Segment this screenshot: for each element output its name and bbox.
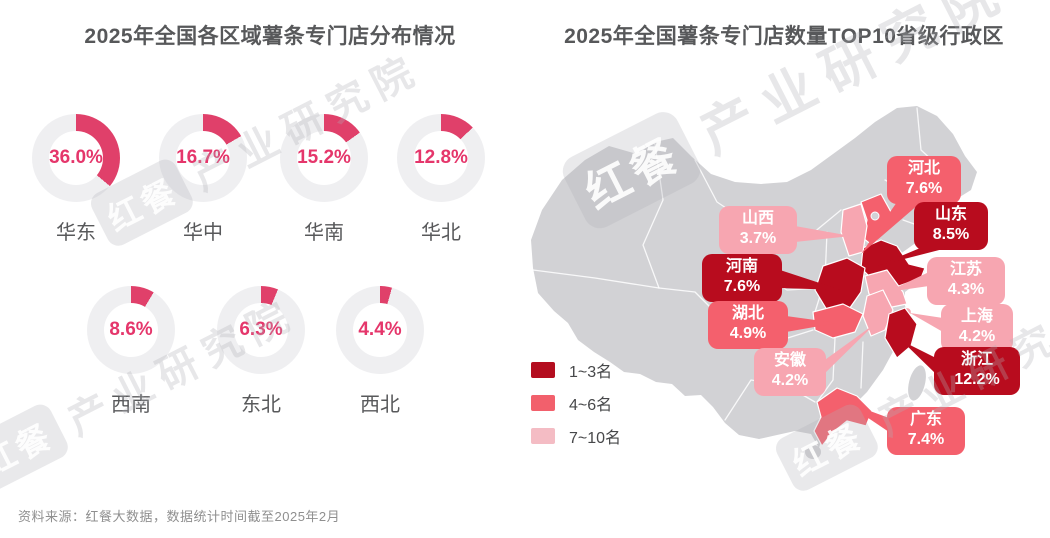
donut-value: 8.6%	[109, 319, 153, 340]
map-legend: 1~3名 4~6名 7~10名	[531, 358, 621, 457]
callout-province-name: 河北	[907, 160, 940, 177]
jiangsu-callout-tail	[887, 272, 929, 292]
shandong-callout-tail	[877, 246, 947, 266]
callout-province-value: 4.9%	[729, 325, 767, 342]
callout-province-name: 河南	[725, 258, 758, 275]
callout-4: 河南 7.6%	[702, 254, 782, 302]
legend-label: 7~10名	[569, 430, 622, 447]
anhui-callout-tail	[822, 323, 876, 376]
donut-hole	[176, 131, 230, 185]
donut-value: 15.2%	[297, 147, 351, 168]
callout-province-value: 7.6%	[905, 180, 943, 197]
province-anhui-shape	[862, 289, 894, 337]
donut-value: 6.3%	[239, 319, 283, 340]
shanghai-callout-tail	[910, 313, 943, 332]
hubei-callout-tail	[786, 316, 837, 332]
legend-item-1: 1~3名	[531, 358, 621, 382]
donut-ring: 12.8%	[397, 114, 485, 202]
region-donut-4: 12.8% 华北	[386, 114, 496, 245]
callout-province-value: 3.7%	[739, 230, 777, 247]
province-guangdong-shape	[813, 387, 873, 447]
legend-label: 4~6名	[569, 397, 613, 414]
callout-province-value: 4.2%	[771, 372, 809, 389]
donut-hole	[414, 131, 468, 185]
guangdong-callout-tail	[843, 401, 889, 432]
zhejiang-callout-tail	[902, 341, 936, 374]
legend-swatch	[531, 362, 555, 378]
donut-hole	[234, 303, 288, 357]
legend-item-3: 7~10名	[531, 424, 621, 448]
region-donut-2: 16.7% 华中	[148, 114, 258, 245]
region-label: 西南	[111, 394, 151, 416]
callout-province-name: 山西	[741, 210, 774, 227]
callout-province-name: 湖北	[731, 305, 764, 322]
legend-item-2: 4~6名	[531, 391, 621, 415]
china-map-panel: 河北 7.6% 山东 8.5% 山西 3.7% 河南 7.6% 江苏 4.3% 湖北 4.9% 上海 4.…	[525, 80, 1050, 520]
legend-swatch	[531, 395, 555, 411]
region-donut-3: 15.2% 华南	[269, 114, 379, 245]
source-note: 资料来源：红餐大数据，数据统计时间截至2025年2月	[18, 509, 341, 524]
callout-tails	[780, 202, 947, 432]
donut-ring: 6.3%	[217, 286, 305, 374]
callout-3: 山西 3.7%	[719, 206, 797, 254]
donut-ring: 15.2%	[280, 114, 368, 202]
donut-value: 16.7%	[176, 147, 230, 168]
donut-hole	[297, 131, 351, 185]
callout-province-name: 江苏	[949, 261, 982, 278]
legend-label: 1~3名	[569, 364, 613, 381]
callout-province-value: 8.5%	[932, 226, 970, 243]
callout-province-value: 7.4%	[907, 431, 945, 448]
region-donut-1: 36.0% 华东	[21, 114, 131, 245]
legend-swatch	[531, 428, 555, 444]
callout-province-name: 山东	[934, 206, 967, 223]
region-label: 华中	[183, 222, 223, 244]
callout-province-name: 安徽	[773, 352, 806, 369]
donut-hole	[49, 131, 103, 185]
callout-province-name: 上海	[960, 308, 993, 325]
donut-ring: 4.4%	[336, 286, 424, 374]
left-chart-title: 2025年全国各区域薯条专门店分布情况	[84, 25, 456, 48]
donut-value: 36.0%	[49, 147, 103, 168]
region-donut-5: 8.6% 西南	[76, 286, 186, 417]
callout-province-value: 12.2%	[954, 371, 1000, 388]
callout-province-name: 广东	[909, 411, 942, 428]
callout-8: 安徽 4.2%	[754, 348, 826, 396]
taiwan-island	[908, 365, 926, 401]
hainan-island	[805, 445, 821, 459]
callout-province-value: 4.3%	[947, 281, 985, 298]
right-chart-title: 2025年全国薯条专门店数量TOP10省级行政区	[564, 25, 1004, 48]
hebei-callout-tail	[861, 202, 919, 254]
region-donut-7: 4.4% 西北	[325, 286, 435, 417]
region-label: 华北	[421, 222, 461, 244]
region-donut-6: 6.3% 东北	[206, 286, 316, 417]
callout-province-value: 4.2%	[958, 328, 996, 345]
donut-hole	[353, 303, 407, 357]
province-hubei-shape	[812, 303, 864, 339]
callout-5: 江苏 4.3%	[927, 257, 1005, 305]
callout-10: 广东 7.4%	[887, 407, 965, 455]
donut-ring: 36.0%	[32, 114, 120, 202]
donut-hole	[104, 303, 158, 357]
donut-value: 12.8%	[414, 147, 468, 168]
callout-9: 浙江 12.2%	[934, 347, 1020, 395]
callout-7: 上海 4.2%	[941, 304, 1013, 352]
watermark-logo: 红餐	[0, 400, 72, 495]
donut-ring: 16.7%	[159, 114, 247, 202]
region-label: 华南	[304, 222, 344, 244]
region-label: 西北	[360, 394, 400, 416]
donut-ring: 8.6%	[87, 286, 175, 374]
callout-province-value: 7.6%	[723, 278, 761, 295]
callout-province-name: 浙江	[960, 351, 993, 368]
henan-callout-tail	[780, 270, 841, 290]
callout-1: 河北 7.6%	[887, 156, 961, 204]
region-label: 华东	[56, 222, 96, 244]
region-label: 东北	[241, 394, 281, 416]
beijing-enclave	[870, 211, 880, 221]
callout-6: 湖北 4.9%	[708, 301, 788, 349]
province-henan-shape	[814, 257, 866, 313]
shanxi-callout-tail	[795, 226, 851, 242]
donut-value: 4.4%	[358, 319, 402, 340]
callout-2: 山东 8.5%	[914, 202, 988, 250]
